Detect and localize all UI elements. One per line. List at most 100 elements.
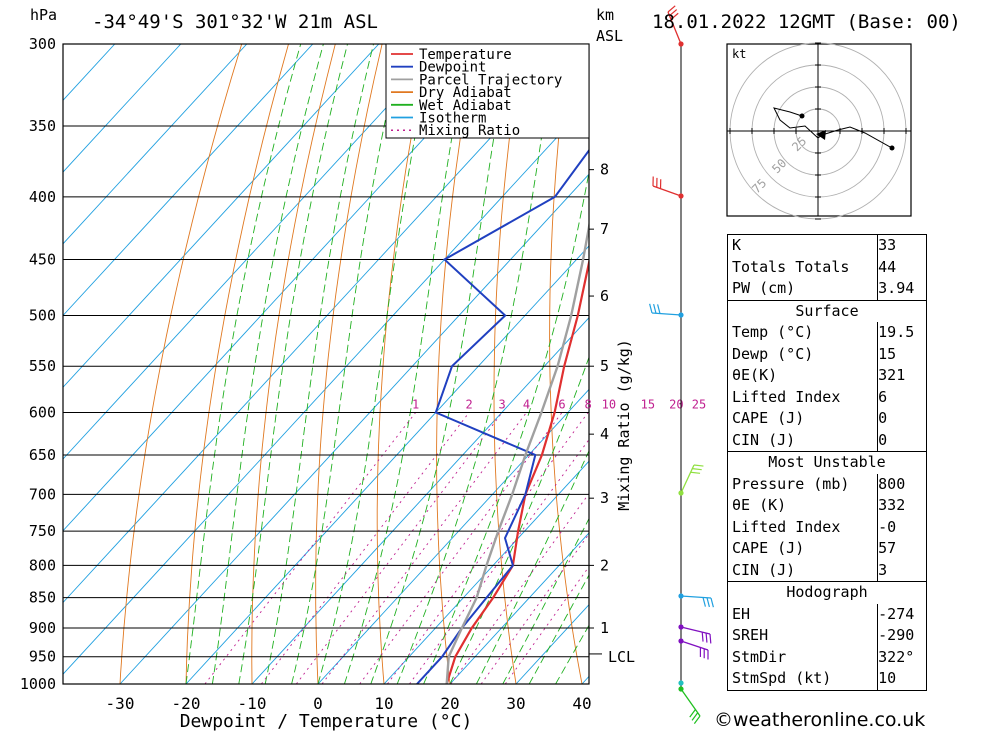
idx-value: 33 xyxy=(878,235,927,257)
wind-level-dot xyxy=(678,680,683,685)
hodograph-heading: Hodograph xyxy=(728,582,927,604)
wind-barb-flag xyxy=(650,304,652,313)
wind-barb-flag xyxy=(654,304,656,313)
lcl-label: LCL xyxy=(608,648,635,666)
idx-label: StmDir xyxy=(728,647,878,669)
idx-value: 332 xyxy=(878,495,927,517)
wind-barb-flag xyxy=(694,716,700,724)
mixing-ratio-line xyxy=(261,412,469,684)
mixing-ratio-label: 10 xyxy=(602,397,616,411)
wind-barb xyxy=(681,596,711,598)
idx-value: 0 xyxy=(878,408,927,430)
wind-barb-flag xyxy=(711,598,713,607)
mixing-ratio-label: 25 xyxy=(692,397,706,411)
idx-value: 44 xyxy=(878,257,927,279)
idx-value: 800 xyxy=(878,474,927,496)
pressure-tick-label: 550 xyxy=(29,357,56,375)
idx-label: CAPE (J) xyxy=(728,408,878,430)
idx-label: K xyxy=(728,235,878,257)
pressure-tick-label: 900 xyxy=(29,619,56,637)
isotherm-line xyxy=(0,44,115,684)
pressure-tick-label: 600 xyxy=(29,403,56,421)
dewpoint-line xyxy=(417,44,607,684)
wind-barb-flag xyxy=(707,598,709,607)
mixing-ratio-label: 6 xyxy=(558,397,565,411)
temperature-tick-label: -30 xyxy=(106,694,135,713)
wet-adiabat-line xyxy=(239,44,348,684)
mixing-ratio-label: 1 xyxy=(412,397,419,411)
idx-label: CIN (J) xyxy=(728,430,878,452)
wind-barb-flag xyxy=(690,709,696,717)
wet-adiabat-line xyxy=(450,44,672,684)
wind-barb xyxy=(653,186,681,196)
location-title: -34°49'S 301°32'W 21m ASL xyxy=(92,11,378,33)
idx-label: CIN (J) xyxy=(728,560,878,582)
idx-value: 6 xyxy=(878,387,927,409)
wind-barb xyxy=(681,627,710,634)
idx-label: Lifted Index xyxy=(728,517,878,539)
idx-value: 3 xyxy=(878,560,927,582)
mixing-ratio-label: 3 xyxy=(499,397,506,411)
idx-label: EH xyxy=(728,604,878,626)
mixing-ratio-line xyxy=(205,412,416,684)
wind-barb-flag xyxy=(702,632,703,641)
mixing-ratio-label: 15 xyxy=(641,397,655,411)
dry-adiabat-line xyxy=(252,44,335,684)
wind-barb-flag xyxy=(692,713,698,721)
isotherm-line xyxy=(0,44,577,684)
credit-text[interactable]: ©weatheronline.co.uk xyxy=(714,709,925,731)
wind-barb-flag xyxy=(691,472,700,473)
isotherm-line xyxy=(54,44,643,684)
temperature-line xyxy=(447,44,623,684)
isotherm-line xyxy=(0,44,379,684)
hpa-label: hPa xyxy=(30,6,57,24)
pressure-tick-label: 1000 xyxy=(20,675,56,693)
legend-label: Mixing Ratio xyxy=(419,123,520,139)
mixing-ratio-line xyxy=(481,412,676,684)
temperature-tick-label: 40 xyxy=(572,694,591,713)
idx-label: SREH xyxy=(728,625,878,647)
idx-label: Dewp (°C) xyxy=(728,344,878,366)
idx-value: 10 xyxy=(878,668,927,690)
idx-value: -0 xyxy=(878,517,927,539)
idx-label: θE(K) xyxy=(728,365,878,387)
wind-barb-flag xyxy=(710,634,711,643)
idx-label: CAPE (J) xyxy=(728,538,878,560)
pressure-tick-label: 950 xyxy=(29,648,56,666)
idx-label: Totals Totals xyxy=(728,257,878,279)
wet-adiabat-line xyxy=(292,44,402,684)
temperature-tick-label: 30 xyxy=(506,694,525,713)
mixing-ratio-line xyxy=(296,412,502,684)
mixing-ratio-label: 8 xyxy=(584,397,591,411)
x-axis-title: Dewpoint / Temperature (°C) xyxy=(180,711,473,732)
pressure-tick-label: 400 xyxy=(29,188,56,206)
dry-adiabat-line xyxy=(944,44,1000,684)
mixing-ratio-label: 4 xyxy=(523,397,530,411)
dry-adiabat-line xyxy=(120,44,242,684)
wind-barb xyxy=(681,465,694,493)
pressure-tick-label: 450 xyxy=(29,251,56,269)
wind-barb-flag xyxy=(703,597,705,606)
idx-label: Lifted Index xyxy=(728,387,878,409)
dry-adiabat-line xyxy=(656,44,714,684)
pressure-tick-label: 500 xyxy=(29,307,56,325)
idx-value: 3.94 xyxy=(878,278,927,300)
idx-label: PW (cm) xyxy=(728,278,878,300)
hodograph-point xyxy=(800,114,805,119)
km-tick-label: 3 xyxy=(600,489,609,507)
hodograph-point xyxy=(890,146,895,151)
dry-adiabat-line xyxy=(990,44,1000,684)
wet-adiabat-line xyxy=(186,44,301,684)
asl-label: ASL xyxy=(596,27,623,45)
isotherm-line xyxy=(0,44,181,684)
wind-barb-flag xyxy=(706,633,707,642)
idx-value: 57 xyxy=(878,538,927,560)
idx-label: StmSpd (kt) xyxy=(728,668,878,690)
pressure-tick-label: 350 xyxy=(29,117,56,135)
mixing-ratio-line xyxy=(505,412,699,684)
idx-value: 0 xyxy=(878,430,927,452)
pressure-tick-label: 300 xyxy=(29,35,56,53)
km-label: km xyxy=(596,6,614,24)
